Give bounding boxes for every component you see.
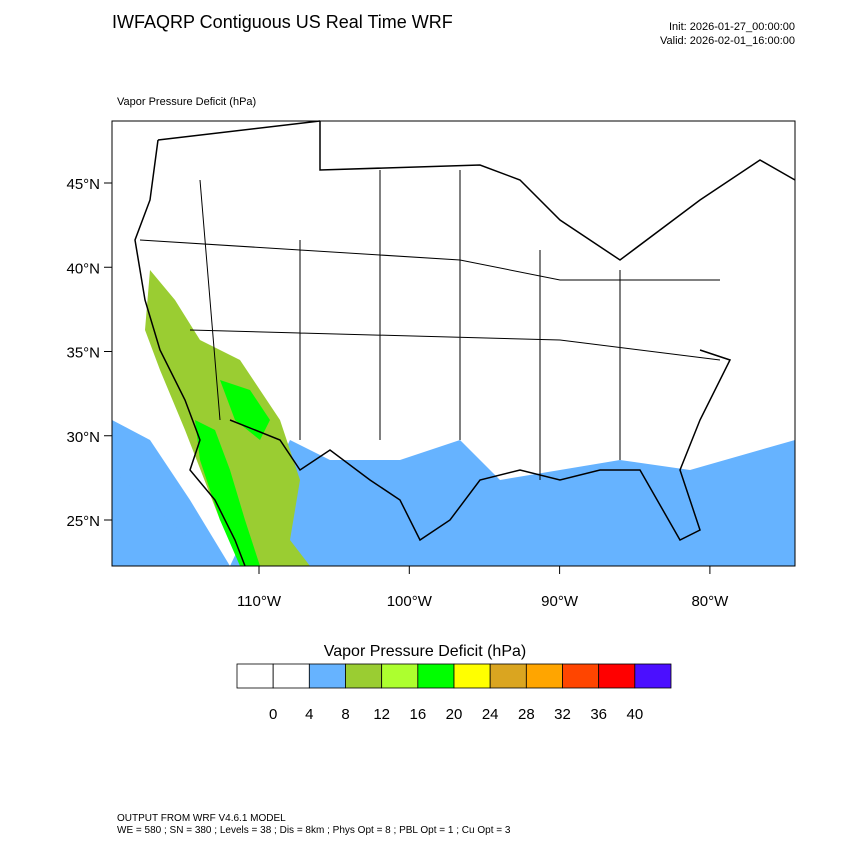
- state-borders: [139, 170, 721, 480]
- colorbar-box: [598, 663, 636, 689]
- colorbar-label: 16: [409, 706, 426, 723]
- lat-label: 40°N: [66, 260, 100, 277]
- init-time: Init: 2026-01-27_00:00:00: [669, 21, 795, 33]
- colorbar-label: 0: [269, 706, 277, 723]
- colorbar-label: 8: [341, 706, 349, 723]
- ocean-shading: [112, 470, 220, 566]
- colorbar-label: 36: [590, 706, 607, 723]
- lon-label: 110°W: [237, 593, 282, 610]
- lon-label: 100°W: [387, 593, 433, 610]
- lat-label: 30°N: [66, 429, 100, 446]
- coastline: [134, 139, 246, 567]
- colorbar-box: [381, 663, 419, 689]
- map: [111, 120, 796, 567]
- high-vpd-region: [195, 420, 260, 566]
- footer-line: OUTPUT FROM WRF V4.6.1 MODEL: [117, 813, 286, 824]
- colorbar-box: [272, 663, 310, 689]
- colorbar-box: [236, 663, 274, 689]
- coastline: [157, 120, 796, 542]
- low-vpd-region: [230, 440, 795, 566]
- field-label: Vapor Pressure Deficit (hPa): [117, 96, 256, 108]
- colorbar-box: [453, 663, 491, 689]
- high-vpd-region: [145, 270, 310, 566]
- lon-label: 80°W: [691, 593, 729, 610]
- high-vpd-region: [220, 380, 270, 440]
- colorbar-label: 4: [305, 706, 313, 723]
- lon-label: 90°W: [541, 593, 579, 610]
- colorbar-label: 40: [626, 706, 643, 723]
- colorbar-box: [489, 663, 527, 689]
- colorbar-label: 28: [518, 706, 535, 723]
- lat-label: 25°N: [66, 513, 100, 530]
- colorbar-box: [308, 663, 346, 689]
- footer-line: WE = 580 ; SN = 380 ; Levels = 38 ; Dis …: [117, 825, 511, 836]
- colorbar-label: 12: [373, 706, 390, 723]
- colorbar-box: [562, 663, 600, 689]
- lat-label: 45°N: [66, 176, 100, 193]
- colorbar-box: [525, 663, 563, 689]
- valid-time: Valid: 2026-02-01_16:00:00: [660, 35, 795, 47]
- colorbar-label: 20: [446, 706, 463, 723]
- title: IWFAQRP Contiguous US Real Time WRF: [112, 12, 453, 32]
- map-frame: [111, 120, 796, 567]
- colorbar-label: 24: [482, 706, 499, 723]
- colorbar-box: [634, 663, 672, 689]
- colorbar-title: Vapor Pressure Deficit (hPa): [324, 643, 526, 660]
- colorbar-box: [345, 663, 383, 689]
- colorbar-box: [417, 663, 455, 689]
- lat-label: 35°N: [66, 345, 100, 362]
- colorbar-label: 32: [554, 706, 571, 723]
